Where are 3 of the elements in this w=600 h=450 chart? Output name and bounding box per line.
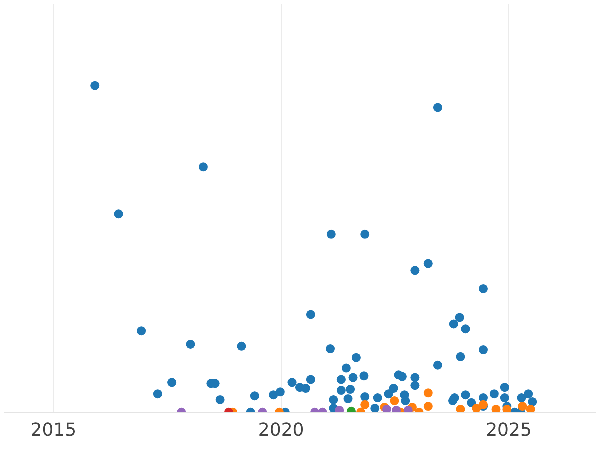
x-tick-label: 2015 [30, 420, 77, 441]
x-tick-label: 2020 [258, 420, 304, 441]
x-tick-label: 2025 [486, 420, 532, 441]
